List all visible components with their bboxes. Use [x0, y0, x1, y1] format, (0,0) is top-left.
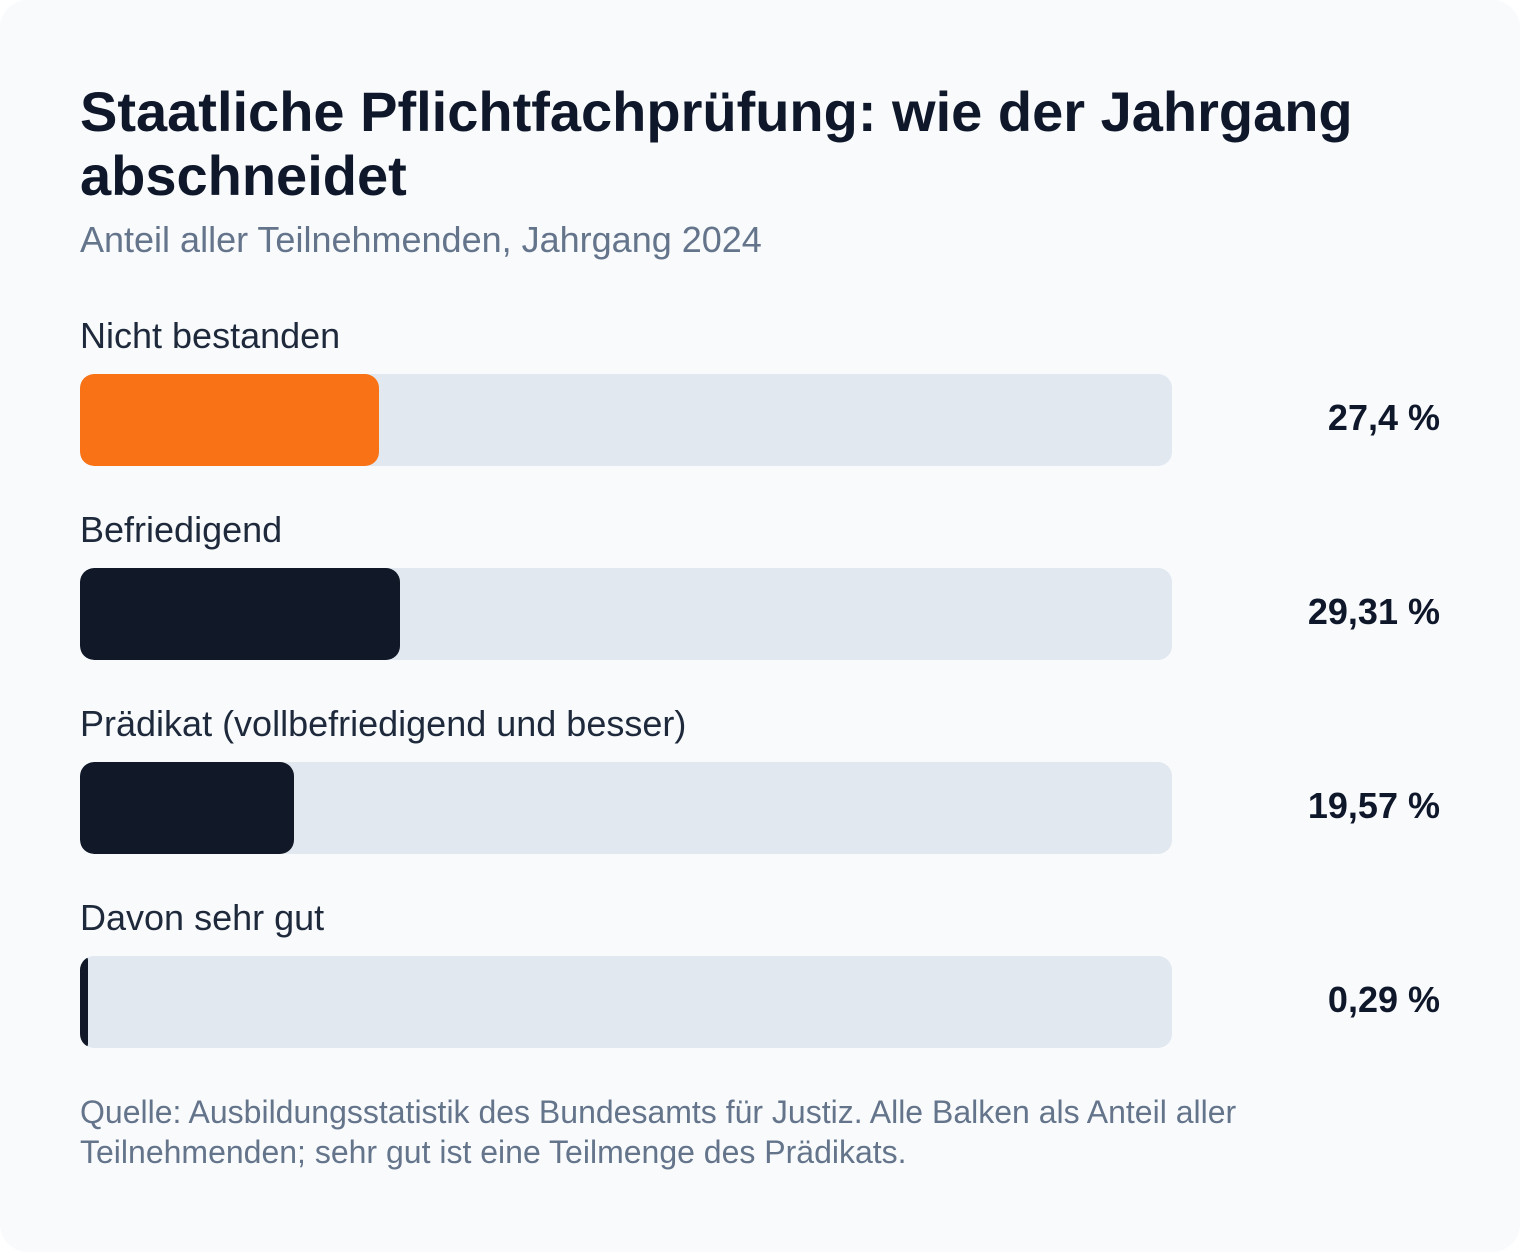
- bar-track: [80, 762, 1172, 854]
- bar-track: [80, 568, 1172, 660]
- bar-row: Nicht bestanden 27,4 %: [80, 312, 1440, 506]
- bar-value-label: 29,31 %: [1307, 591, 1440, 632]
- bar-value-label: 0,29 %: [1327, 979, 1440, 1020]
- bar: [80, 762, 294, 854]
- chart-title: Staatliche Pflichtfachprüfung: wie der J…: [80, 80, 1353, 207]
- bar: [80, 956, 88, 1048]
- bar-row: Befriedigend 29,31 %: [80, 506, 1440, 700]
- bar-label: Befriedigend: [80, 509, 283, 550]
- chart-subtitle: Anteil aller Teilnehmenden, Jahrgang 202…: [80, 219, 762, 260]
- bar-row: Prädikat (vollbefriedigend und besser) 19…: [80, 700, 1440, 894]
- bar: [80, 568, 401, 660]
- bar-value-label: 27,4 %: [1327, 397, 1440, 438]
- bar: [80, 374, 380, 466]
- chart-footnote: Quelle: Ausbildungsstatistik des Bundesa…: [80, 1094, 1237, 1170]
- bar-label: Nicht bestanden: [80, 315, 341, 356]
- bar-track: [80, 956, 1172, 1048]
- bar-rows: Nicht bestanden 27,4 % Befriedigend 29,31 %…: [80, 312, 1440, 1088]
- bar-label: Davon sehr gut: [80, 897, 325, 938]
- bar-value-label: 19,57 %: [1307, 785, 1440, 826]
- bar-row: Davon sehr gut 0,29 %: [80, 894, 1440, 1088]
- bar-label: Prädikat (vollbefriedigend und besser): [80, 703, 687, 744]
- bar-track: [80, 374, 1172, 466]
